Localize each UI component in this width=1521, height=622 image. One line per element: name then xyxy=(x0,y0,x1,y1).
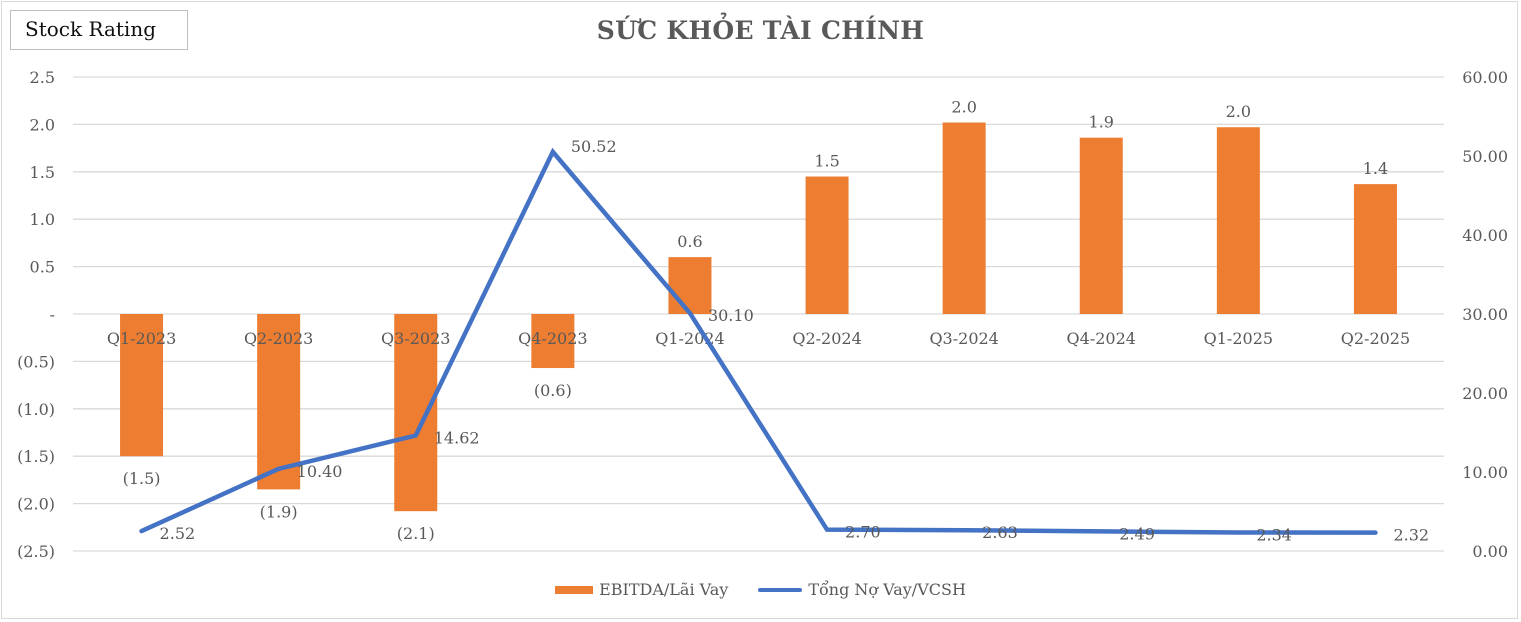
line-swatch-icon xyxy=(758,587,803,592)
right-tick-label: 20.00 xyxy=(1462,384,1508,403)
bar-value-label: 1.4 xyxy=(1363,159,1388,178)
bar-swatch-icon xyxy=(555,585,594,594)
bar-data-labels: (1.5) (1.9) (2.1) (0.6) 0.6 1.5 2.0 1.9 2.0 1.4 xyxy=(123,98,1389,544)
left-tick-label: (2.5) xyxy=(17,542,55,561)
category-label: Q3-2023 xyxy=(381,329,450,348)
left-tick-label: (1.0) xyxy=(17,400,55,419)
chart-title: SỨC KHỎE TÀI CHÍNH xyxy=(596,16,925,45)
line-value-label: 30.10 xyxy=(708,306,754,325)
line-value-label: 2.32 xyxy=(1393,526,1429,545)
left-tick-label: 1.5 xyxy=(30,163,55,182)
debt-equity-line[interactable] xyxy=(139,147,1378,535)
left-tick-label: 2.5 xyxy=(30,68,55,87)
left-tick-label: (1.5) xyxy=(17,447,55,466)
line-value-label: 10.40 xyxy=(297,462,343,481)
right-tick-label: 30.00 xyxy=(1462,305,1508,324)
bar[interactable] xyxy=(668,257,712,314)
bar[interactable] xyxy=(942,122,986,314)
category-label: Q2-2024 xyxy=(792,329,861,348)
line-value-label: 2.63 xyxy=(982,523,1018,542)
left-tick-label: 1.0 xyxy=(30,210,55,229)
legend-item-debt-equity[interactable]: Tổng Nợ Vay/VCSH xyxy=(758,580,966,599)
line-series-debt-equity xyxy=(139,147,1378,535)
line-value-label: 2.70 xyxy=(845,523,881,542)
bar[interactable] xyxy=(1216,127,1260,314)
bar[interactable] xyxy=(120,314,164,457)
bar[interactable] xyxy=(257,314,301,490)
category-label: Q1-2023 xyxy=(107,329,176,348)
bar-value-label: 2.0 xyxy=(951,98,976,117)
legend: EBITDA/Lãi Vay Tổng Nợ Vay/VCSH xyxy=(0,580,1521,599)
line-value-label: 2.52 xyxy=(160,524,196,543)
legend-label: Tổng Nợ Vay/VCSH xyxy=(808,580,966,599)
category-label: Q3-2024 xyxy=(929,329,998,348)
category-label: Q4-2024 xyxy=(1067,329,1136,348)
bar-value-label: 2.0 xyxy=(1226,102,1251,121)
bar-series-ebitda xyxy=(120,122,1397,512)
line-value-label: 2.49 xyxy=(1119,524,1155,543)
category-labels: Q1-2023 Q2-2023 Q3-2023 Q4-2023 Q1-2024 Q2-20… xyxy=(107,329,1410,348)
legend-label: EBITDA/Lãi Vay xyxy=(599,580,729,599)
left-tick-label: 2.0 xyxy=(30,115,55,134)
left-tick-label: - xyxy=(50,305,55,324)
left-tick-label: (0.5) xyxy=(17,352,55,371)
right-tick-label: 40.00 xyxy=(1462,226,1508,245)
line-value-label: 14.62 xyxy=(434,429,480,448)
bar[interactable] xyxy=(1353,184,1397,314)
category-label: Q4-2023 xyxy=(518,329,587,348)
left-tick-label: 0.5 xyxy=(30,258,55,277)
legend-item-ebitda[interactable]: EBITDA/Lãi Vay xyxy=(555,580,728,599)
right-axis-ticks: 60.00 50.00 40.00 30.00 20.00 10.00 0.00 xyxy=(1462,68,1508,561)
line-value-label: 2.34 xyxy=(1256,526,1292,545)
category-label: Q2-2025 xyxy=(1341,329,1410,348)
right-tick-label: 60.00 xyxy=(1462,68,1508,87)
line-data-labels: 2.52 10.40 14.62 50.52 30.10 2.70 2.63 2.49 2.34… xyxy=(160,137,1430,545)
left-axis-ticks: 2.5 2.0 1.5 1.0 0.5 - (0.5) (1.0) (1.5) (2.0) (2.5… xyxy=(17,68,55,561)
category-label: Q1-2024 xyxy=(655,329,724,348)
bar-value-label: (0.6) xyxy=(534,381,572,400)
bar-value-label: (1.5) xyxy=(123,469,161,488)
category-label: Q2-2023 xyxy=(244,329,313,348)
bar-value-label: 0.6 xyxy=(677,232,702,251)
stock-rating-badge: Stock Rating xyxy=(10,10,188,50)
bar-value-label: 1.9 xyxy=(1089,113,1114,132)
right-tick-label: 0.00 xyxy=(1472,542,1508,561)
gridlines xyxy=(73,76,1444,552)
right-tick-label: 10.00 xyxy=(1462,463,1508,482)
line-value-label: 50.52 xyxy=(571,137,617,156)
bar[interactable] xyxy=(1079,137,1123,314)
bar[interactable] xyxy=(805,176,849,314)
bar-value-label: (2.1) xyxy=(397,524,435,543)
right-tick-label: 50.00 xyxy=(1462,147,1508,166)
category-label: Q1-2025 xyxy=(1204,329,1273,348)
bar-value-label: 1.5 xyxy=(814,152,839,171)
bar[interactable] xyxy=(394,314,438,512)
bar[interactable] xyxy=(531,314,575,369)
bar-value-label: (1.9) xyxy=(260,502,298,521)
left-tick-label: (2.0) xyxy=(17,495,55,514)
